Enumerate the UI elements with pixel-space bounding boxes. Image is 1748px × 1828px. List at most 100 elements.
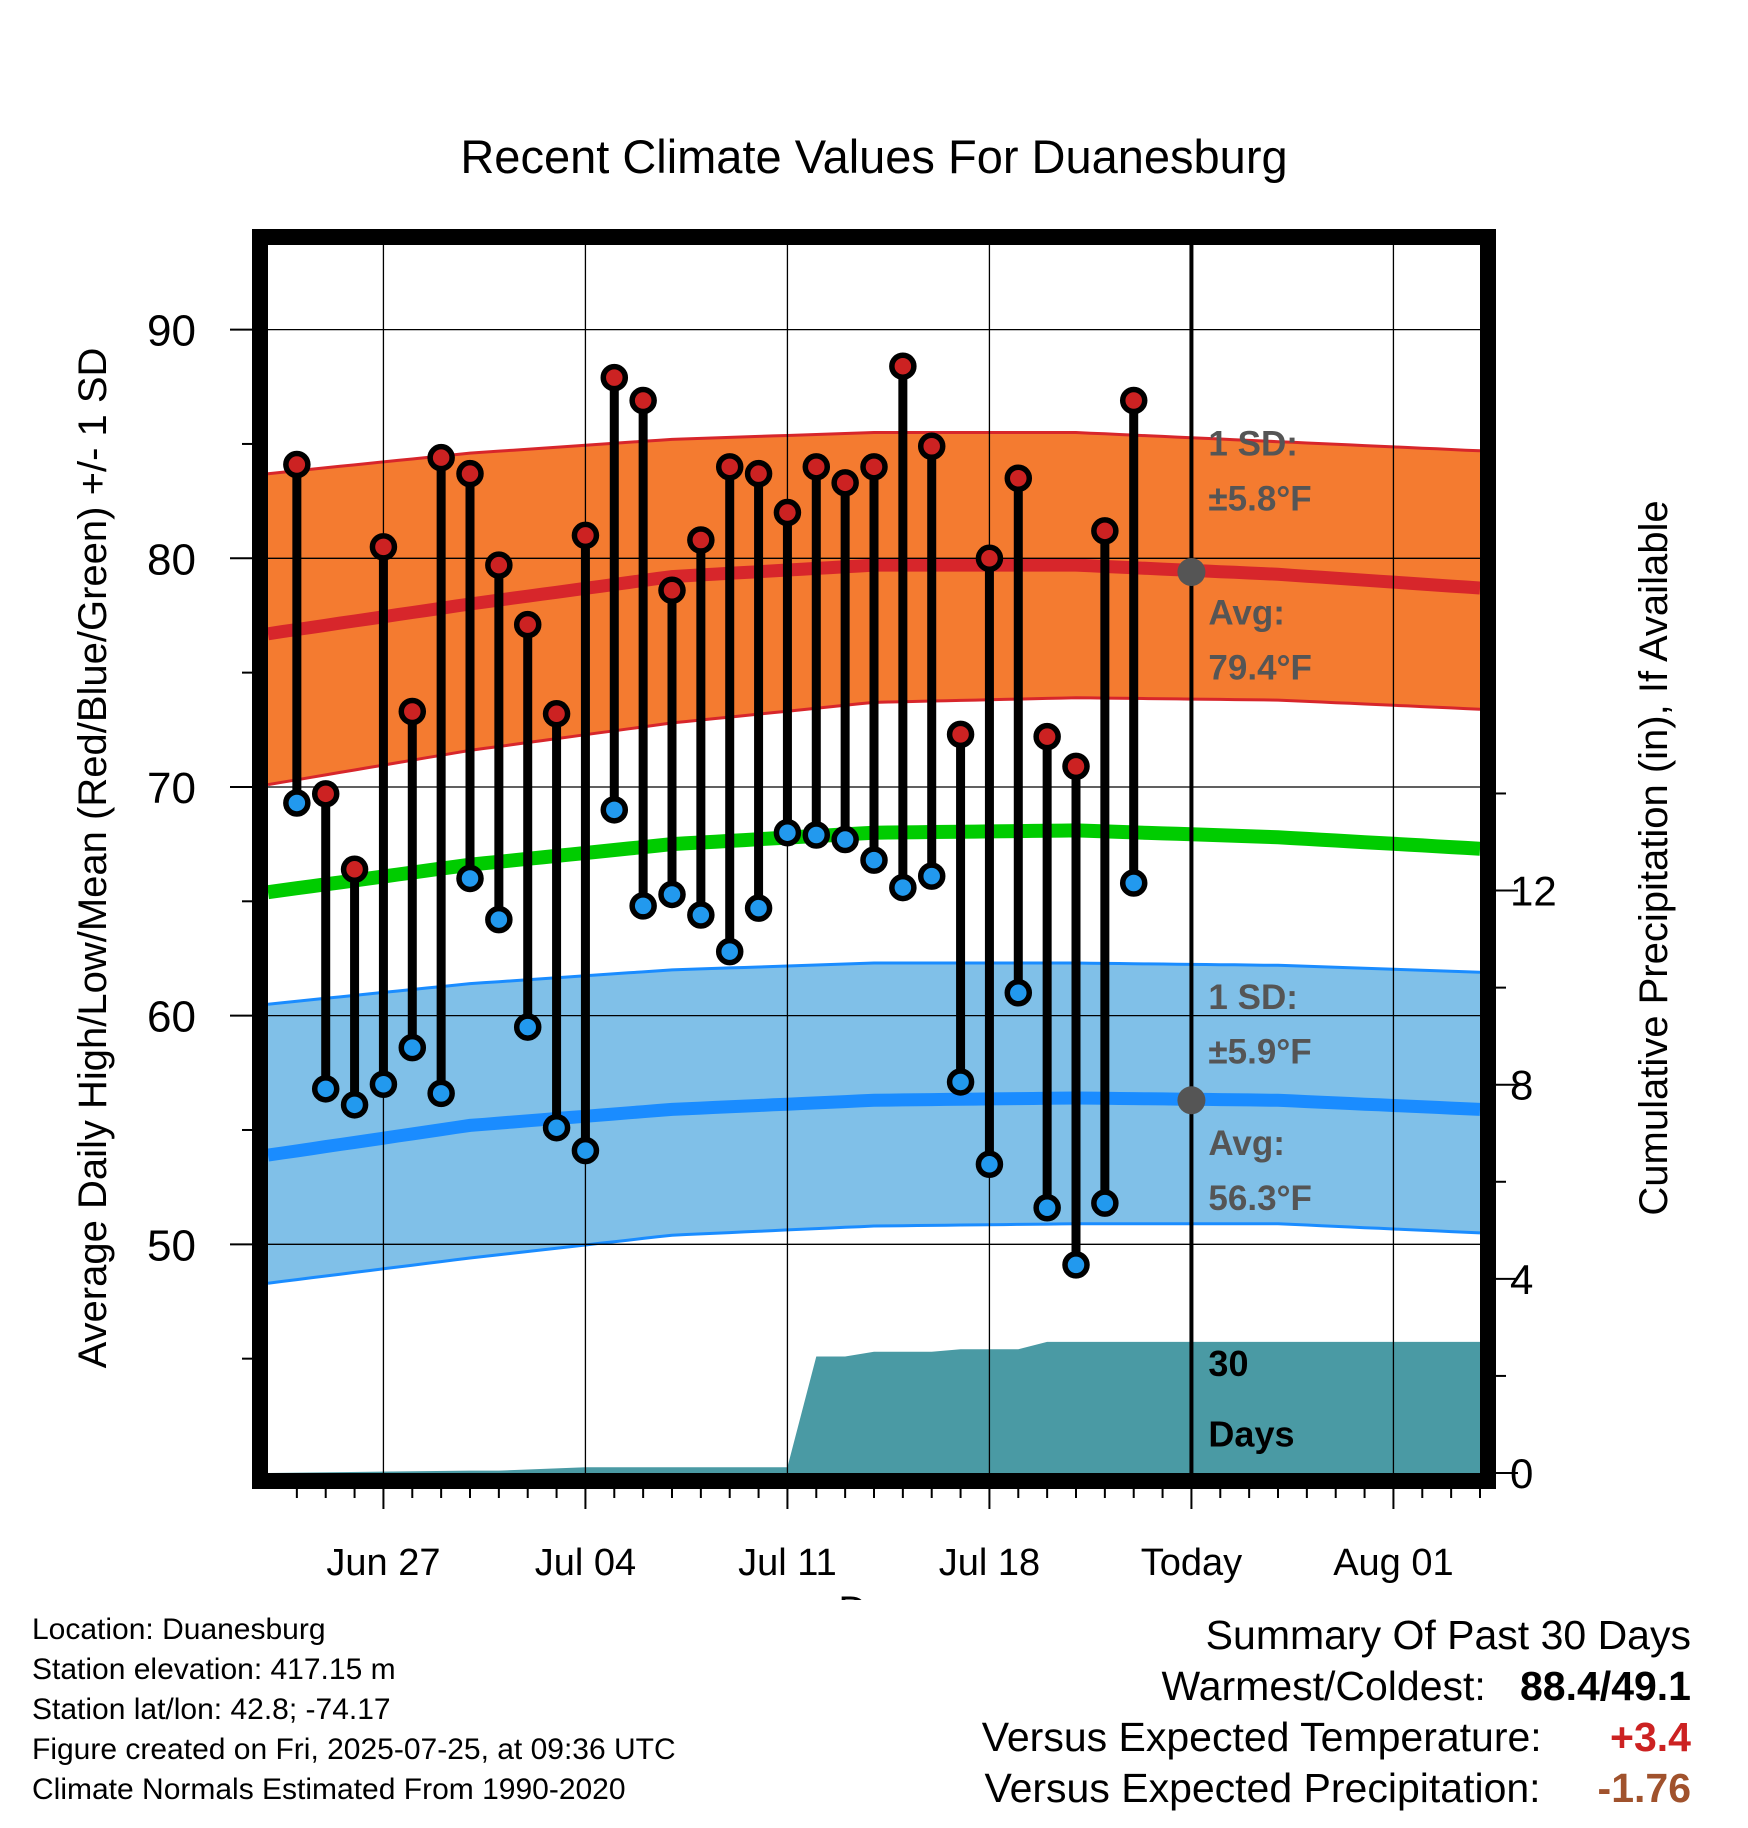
created-line: Figure created on Fri, 2025-07-25, at 09… — [32, 1733, 676, 1766]
daily-high-point — [1091, 517, 1119, 545]
daily-high-point — [744, 459, 773, 488]
daily-low-point — [744, 894, 773, 922]
latlon-line: Station lat/lon: 42.8; -74.17 — [32, 1693, 391, 1726]
daily-low-point — [802, 821, 831, 849]
daily-high-point — [773, 498, 802, 527]
daily-high-point — [629, 386, 657, 415]
high-avg-value: 79.4°F — [1208, 648, 1312, 687]
daily-high-point — [542, 700, 571, 728]
daily-high-point — [1033, 722, 1061, 751]
low-sd-upper-edge — [268, 961, 1480, 1006]
daily-high-point — [860, 453, 888, 481]
high-avg-label: Avg: — [1208, 594, 1284, 633]
x-tick-label: Jul 11 — [738, 1542, 837, 1584]
plot-inner — [268, 245, 1480, 1473]
daily-low-point — [542, 1113, 571, 1142]
days-number: 30 — [1208, 1343, 1248, 1384]
plot-frame — [252, 229, 1496, 1489]
low-avg-value: 56.3°F — [1208, 1179, 1312, 1218]
daily-high-point — [1062, 752, 1090, 781]
plot-area: 1 SD: ±5.8°F Avg: 79.4°F 1 SD: ±5.9°F Avg: 56.3… — [147, 229, 1557, 1584]
precipitation-area — [268, 1341, 1480, 1473]
daily-low-point — [715, 937, 744, 966]
daily-low-point — [283, 789, 311, 817]
daily-low-point — [340, 1091, 369, 1119]
daily-low-point — [917, 862, 946, 890]
y-tick-label: 50 — [147, 1221, 196, 1270]
chart-title: Recent Climate Values For Duanesburg — [460, 130, 1287, 183]
daily-high-point — [889, 352, 917, 380]
daily-low-point — [456, 864, 484, 893]
today-high-normal-marker — [1177, 558, 1206, 587]
y-tick-label: 80 — [147, 535, 196, 584]
warmest-coldest-value: 88.4/49.1 — [1520, 1663, 1691, 1709]
daily-low-point — [513, 1013, 542, 1041]
temp-value: +3.4 — [1610, 1714, 1691, 1760]
y2-tick-label: 0 — [1510, 1450, 1533, 1497]
climate-chart: Recent Climate Values For Duanesburg 1 S… — [71, 130, 1676, 1600]
daily-low-point — [687, 901, 715, 929]
daily-low-point — [600, 796, 629, 824]
daily-high-point — [802, 453, 831, 481]
y2-tick-label: 12 — [1510, 868, 1557, 915]
summary-title: Summary Of Past 30 Days — [1205, 1612, 1691, 1658]
high-sd-label: 1 SD: — [1208, 424, 1297, 463]
low-sd-lower-edge — [268, 1222, 1480, 1285]
daily-high-point — [571, 521, 600, 550]
low-average-line — [268, 1091, 1480, 1162]
precip-value: -1.76 — [1597, 1765, 1691, 1811]
daily-low-point — [1004, 979, 1033, 1007]
daily-low-point — [427, 1079, 455, 1108]
daily-low-point — [398, 1033, 427, 1062]
warmest-coldest-label: Warmest/Coldest: — [1161, 1663, 1486, 1709]
daily-high-point — [398, 697, 427, 726]
today-low-normal-marker — [1177, 1086, 1206, 1115]
daily-low-point — [311, 1075, 340, 1103]
x-tick-label: Jul 18 — [939, 1542, 1040, 1584]
temp-label: Versus Expected Temperature: — [981, 1714, 1542, 1760]
station-info: Location: Duanesburg Station elevation: … — [32, 1610, 676, 1810]
daily-low-point — [889, 873, 917, 902]
y-tick-label: 60 — [147, 993, 196, 1042]
summary-temperature: Versus Expected Temperature: +3.4 — [982, 1712, 1691, 1763]
daily-low-point — [1033, 1193, 1061, 1222]
daily-low-point — [1119, 869, 1148, 897]
daily-high-point — [975, 544, 1004, 573]
daily-high-point — [311, 780, 340, 808]
daily-high-point — [283, 450, 311, 479]
x-tick-label: Today — [1141, 1542, 1242, 1584]
y-tick-label: 70 — [147, 764, 196, 813]
daily-high-point — [340, 855, 369, 884]
daily-high-point — [1119, 386, 1148, 415]
x-tick-label: Jun 27 — [326, 1542, 440, 1584]
daily-high-point — [917, 432, 946, 460]
normals-line: Climate Normals Estimated From 1990-2020 — [32, 1773, 626, 1806]
low-avg-label: Avg: — [1208, 1124, 1284, 1163]
daily-high-point — [715, 453, 744, 481]
daily-high-point — [600, 363, 629, 392]
daily-low-point — [369, 1070, 398, 1098]
daily-low-point — [1062, 1251, 1090, 1279]
low-sd-value: ±5.9°F — [1208, 1033, 1311, 1072]
y-axis-label: Average Daily High/Low/Mean (Red/Blue/Gr… — [71, 348, 115, 1369]
daily-high-point — [485, 551, 513, 579]
y2-axis-label: Cumulative Precipitation (in), If Availa… — [1632, 500, 1676, 1215]
location-line: Location: Duanesburg — [32, 1613, 326, 1646]
summary-precipitation: Versus Expected Precipitation: -1.76 — [982, 1763, 1691, 1814]
x-axis-label: Day — [838, 1589, 909, 1600]
daily-low-point — [773, 818, 802, 847]
daily-high-point — [946, 720, 975, 749]
summary-warmest-coldest: Warmest/Coldest: 88.4/49.1 — [982, 1661, 1691, 1712]
low-sd-label: 1 SD: — [1208, 978, 1297, 1017]
x-tick-label: Jul 04 — [535, 1542, 636, 1584]
high-sd-value: ±5.8°F — [1208, 479, 1311, 518]
daily-low-point — [629, 892, 657, 920]
x-tick-label: Aug 01 — [1333, 1542, 1453, 1584]
daily-high-point — [687, 526, 715, 554]
daily-low-point — [946, 1068, 975, 1096]
daily-high-point — [831, 469, 859, 497]
y2-tick-label: 4 — [1510, 1256, 1533, 1303]
low-sd-band — [268, 963, 1480, 1284]
y2-tick-label: 8 — [1510, 1062, 1533, 1109]
daily-high-point — [513, 610, 542, 639]
